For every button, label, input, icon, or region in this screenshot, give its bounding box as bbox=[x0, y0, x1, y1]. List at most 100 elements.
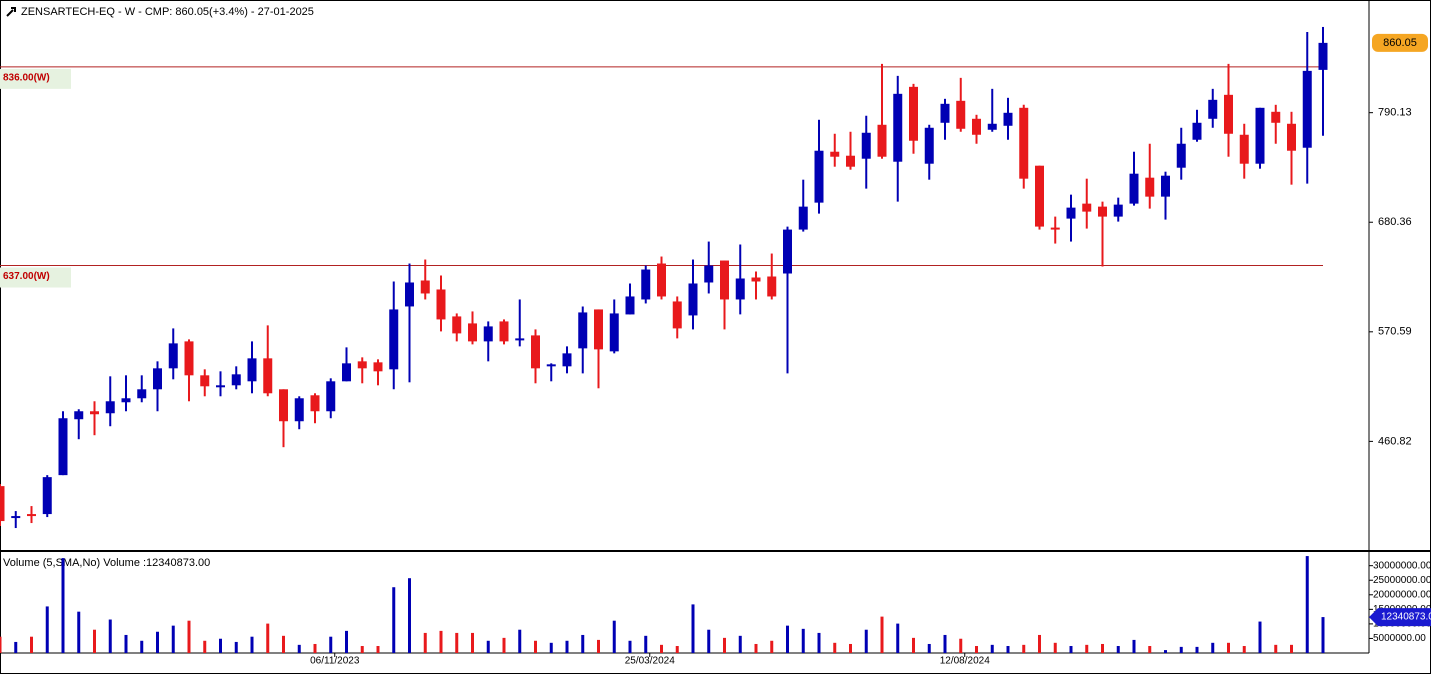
volume-bar bbox=[439, 630, 443, 653]
candle-body bbox=[688, 283, 698, 316]
volume-bar bbox=[660, 644, 663, 653]
candle-body bbox=[1192, 122, 1202, 140]
level-label-bg bbox=[0, 267, 71, 288]
volume-bar bbox=[0, 636, 2, 653]
volume-bar bbox=[156, 631, 159, 653]
level-label: 637.00(W) bbox=[3, 271, 50, 282]
volume-bar bbox=[817, 632, 821, 653]
volume-bar bbox=[1242, 646, 1246, 653]
y-tick-label: 25000000.00 bbox=[1373, 575, 1431, 586]
candle-body bbox=[310, 395, 320, 412]
volume-bar bbox=[1195, 646, 1199, 653]
candle-body bbox=[58, 418, 68, 476]
volume-bar bbox=[1164, 650, 1167, 653]
candle-body bbox=[27, 514, 36, 517]
x-tick-label: 25/03/2024 bbox=[625, 656, 675, 667]
candle-body bbox=[1271, 111, 1281, 123]
candle-body bbox=[42, 477, 52, 515]
volume-bar bbox=[1305, 556, 1309, 653]
candle-body bbox=[515, 338, 525, 341]
volume-bar bbox=[250, 636, 254, 653]
candle-body bbox=[1224, 94, 1233, 134]
candle-body bbox=[1113, 204, 1123, 217]
candle-body bbox=[279, 389, 288, 422]
candle-body bbox=[1003, 112, 1013, 126]
volume-bar bbox=[707, 629, 711, 653]
candle-body bbox=[972, 118, 981, 135]
volume-bar bbox=[93, 629, 96, 653]
volume-bar bbox=[1132, 639, 1136, 653]
volume-bar bbox=[770, 640, 774, 653]
volume-bar bbox=[282, 635, 285, 653]
volume-bar bbox=[597, 639, 600, 653]
volume-bar bbox=[376, 646, 380, 653]
volume-bar bbox=[612, 620, 616, 653]
volume-bar bbox=[1179, 646, 1183, 653]
candle-body bbox=[1302, 70, 1312, 148]
volume-bar bbox=[801, 628, 805, 653]
candle-body bbox=[1082, 203, 1092, 212]
volume-bar bbox=[471, 632, 474, 653]
candle-body bbox=[956, 100, 966, 129]
volume-bar bbox=[1116, 646, 1120, 653]
level-label: 836.00(W) bbox=[3, 73, 50, 84]
volume-tag bbox=[1369, 608, 1431, 627]
candle-body bbox=[940, 103, 950, 123]
volume-bar bbox=[1211, 642, 1215, 653]
volume-bar bbox=[864, 629, 868, 653]
candle-body bbox=[846, 155, 855, 167]
volume-bar bbox=[329, 636, 333, 653]
x-tick-label: 12/08/2024 bbox=[940, 656, 990, 667]
candle-body bbox=[105, 401, 115, 414]
volume-bar bbox=[833, 642, 837, 653]
candle-body bbox=[184, 341, 194, 376]
candle-body bbox=[74, 411, 84, 420]
candle-body bbox=[1098, 206, 1107, 217]
chart-title: ZENSARTECH-EQ - W - CMP: 860.05(+3.4%) -… bbox=[21, 6, 314, 18]
candle-body bbox=[1239, 134, 1249, 164]
candle-body bbox=[483, 326, 493, 342]
volume-bar bbox=[392, 587, 396, 653]
candle-body bbox=[1208, 99, 1218, 119]
candle-body bbox=[373, 362, 383, 372]
candle-body bbox=[357, 361, 367, 369]
candle-body bbox=[735, 278, 745, 300]
candle-body bbox=[783, 229, 792, 274]
candle-body bbox=[389, 309, 399, 370]
volume-bar bbox=[297, 644, 301, 653]
volume-bar bbox=[1006, 646, 1010, 653]
volume-bar bbox=[896, 623, 900, 653]
volume-bar bbox=[549, 642, 553, 653]
volume-bar bbox=[234, 641, 238, 653]
candle-body bbox=[641, 269, 651, 300]
candle-body bbox=[405, 282, 414, 307]
candle-body bbox=[499, 321, 509, 342]
candle-body bbox=[326, 381, 336, 412]
candle-body bbox=[0, 486, 5, 522]
candle-body bbox=[263, 358, 273, 394]
candle-body bbox=[452, 316, 462, 334]
volume-bar bbox=[1038, 634, 1041, 653]
candle-body bbox=[420, 280, 430, 294]
volume-bar bbox=[423, 632, 427, 653]
volume-bar bbox=[754, 643, 758, 653]
candle-body bbox=[153, 368, 162, 390]
volume-bar bbox=[1022, 644, 1026, 653]
volume-bar bbox=[1274, 644, 1278, 653]
volume-bar bbox=[266, 623, 270, 653]
candle-body bbox=[200, 375, 210, 387]
volume-bar bbox=[912, 637, 915, 653]
candle-body bbox=[216, 385, 225, 388]
candle-body bbox=[672, 301, 682, 329]
candle-body bbox=[830, 151, 840, 157]
volume-bar bbox=[1258, 621, 1262, 653]
volume-bar bbox=[1321, 617, 1325, 653]
volume-bar bbox=[171, 625, 175, 653]
candle-body bbox=[1019, 107, 1029, 179]
candle-body bbox=[1255, 107, 1265, 164]
candle-body bbox=[893, 93, 903, 162]
volume-bar bbox=[675, 646, 679, 653]
volume-bar bbox=[30, 636, 33, 653]
candle-body bbox=[1129, 173, 1139, 204]
candle-body bbox=[247, 358, 257, 382]
